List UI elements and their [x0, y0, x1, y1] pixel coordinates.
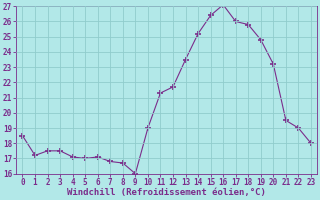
- X-axis label: Windchill (Refroidissement éolien,°C): Windchill (Refroidissement éolien,°C): [67, 188, 266, 197]
